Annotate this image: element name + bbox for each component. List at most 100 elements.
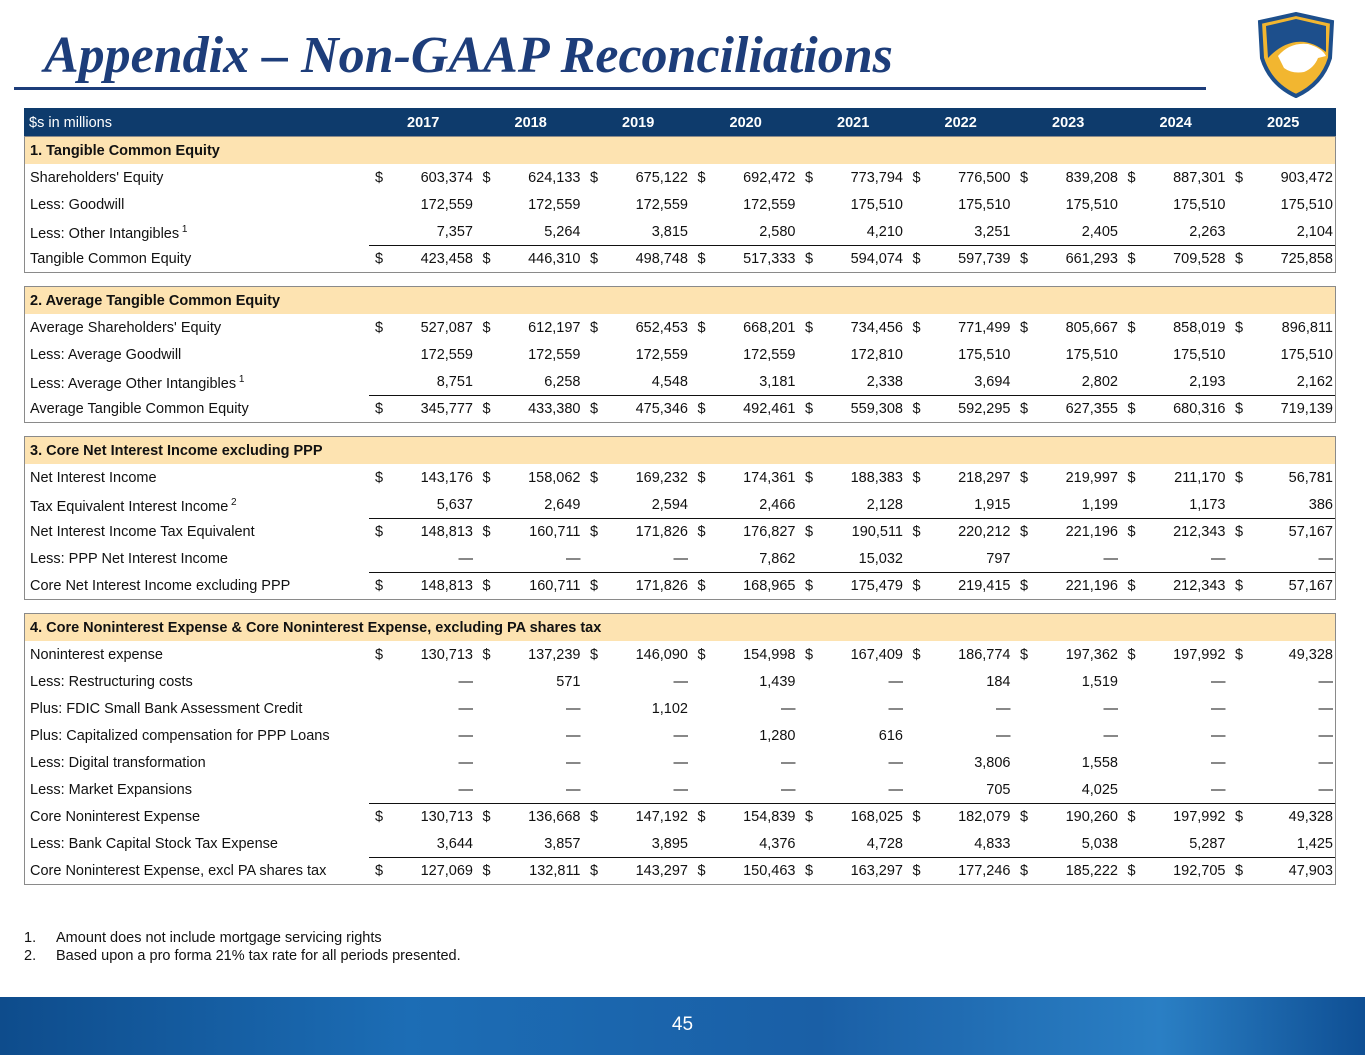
section-title-text: 4. Core Noninterest Expense & Core Nonin… (30, 620, 602, 636)
section: 2. Average Tangible Common Equity Average… (24, 286, 1336, 423)
currency-symbol: $ (590, 320, 599, 336)
currency-symbol: $ (1127, 470, 1136, 486)
cell-value: 1,173 (1189, 497, 1226, 513)
cell-value: 175,510 (1173, 347, 1226, 363)
cell-value: 3,644 (436, 836, 473, 852)
cell-value: 160,711 (529, 578, 581, 594)
table-row: Average Tangible Common Equity $345,777 $4… (25, 395, 1335, 422)
currency-symbol: $ (1020, 809, 1029, 825)
cell-value: 220,212 (958, 524, 1011, 540)
row-label: Noninterest expense (30, 647, 163, 663)
currency-symbol: $ (482, 470, 491, 486)
currency-symbol: $ (1127, 809, 1136, 825)
cell-value: — (1103, 551, 1119, 567)
currency-symbol: $ (697, 251, 706, 267)
cell-value: 192,705 (1173, 863, 1226, 879)
footer-band: 45 (0, 997, 1365, 1055)
currency-symbol: $ (1020, 647, 1029, 663)
currency-symbol: $ (697, 809, 706, 825)
currency-symbol: $ (1020, 401, 1029, 417)
cell-value: 2,162 (1296, 374, 1333, 390)
table-row: Plus: Capitalized compensation for PPP L… (25, 722, 1335, 749)
cell-value: — (566, 728, 581, 744)
currency-symbol: $ (590, 524, 599, 540)
cell-value: 175,510 (1173, 197, 1226, 213)
currency-symbol: $ (482, 863, 491, 879)
cell-value: 612,197 (528, 320, 581, 336)
section-title-text: 1. Tangible Common Equity (30, 143, 220, 159)
year-header: 2018 (514, 115, 547, 131)
currency-symbol: $ (805, 320, 814, 336)
cell-value: 7,862 (759, 551, 796, 567)
cell-value: 154,839 (743, 809, 796, 825)
cell-value: 517,333 (743, 251, 796, 267)
cell-value: 172,810 (850, 347, 903, 363)
cell-value: 127,069 (420, 863, 473, 879)
cell-value: 148,813 (420, 524, 473, 540)
currency-symbol: $ (1127, 251, 1136, 267)
cell-value: 1,439 (759, 674, 796, 690)
cell-value: 15,032 (858, 551, 903, 567)
currency-symbol: $ (697, 170, 706, 186)
cell-value: 3,694 (974, 374, 1011, 390)
currency-symbol: $ (482, 647, 491, 663)
currency-symbol: $ (1020, 251, 1029, 267)
cell-value: 771,499 (958, 320, 1011, 336)
cell-value: 2,338 (866, 374, 903, 390)
cell-value: 4,210 (866, 224, 903, 240)
section-title: 2. Average Tangible Common Equity (25, 287, 1335, 314)
cell-value: 172,559 (528, 347, 581, 363)
currency-symbol: $ (482, 320, 491, 336)
unit-label: $s in millions (29, 115, 112, 131)
currency-symbol: $ (482, 251, 491, 267)
cell-value: — (1103, 728, 1119, 744)
cell-value: 6,258 (544, 374, 581, 390)
currency-symbol: $ (912, 320, 921, 336)
currency-symbol: $ (805, 170, 814, 186)
cell-value: — (566, 701, 581, 717)
cell-value: 218,297 (958, 470, 1011, 486)
row-label: Less: Digital transformation (30, 755, 206, 771)
cell-value: 5,264 (544, 224, 581, 240)
footnote-ref: 1 (236, 374, 245, 385)
cell-value: 3,815 (651, 224, 688, 240)
currency-symbol: $ (1235, 320, 1244, 336)
cell-value: 221,196 (1065, 578, 1118, 594)
table-row: Less: Bank Capital Stock Tax Expense 3,64… (25, 830, 1335, 857)
cell-value: 172,559 (420, 347, 473, 363)
cell-value: 661,293 (1065, 251, 1118, 267)
cell-value: 188,383 (850, 470, 903, 486)
cell-value: 174,361 (743, 470, 796, 486)
currency-symbol: $ (1235, 401, 1244, 417)
cell-value: 5,287 (1189, 836, 1226, 852)
cell-value: 171,826 (635, 524, 688, 540)
cell-value: 725,858 (1280, 251, 1333, 267)
currency-symbol: $ (805, 251, 814, 267)
cell-value: 797 (986, 551, 1011, 567)
currency-symbol: $ (375, 470, 384, 486)
cell-value: 172,559 (420, 197, 473, 213)
cell-value: 171,826 (635, 578, 688, 594)
cell-value: — (996, 701, 1011, 717)
row-label: Plus: FDIC Small Bank Assessment Credit (30, 701, 303, 717)
currency-symbol: $ (697, 401, 706, 417)
cell-value: 197,992 (1173, 809, 1226, 825)
cell-value: 5,637 (436, 497, 473, 513)
cell-value: 185,222 (1065, 863, 1118, 879)
currency-symbol: $ (1235, 863, 1244, 879)
cell-value: 172,559 (743, 197, 796, 213)
cell-value: 594,074 (850, 251, 903, 267)
cell-value: — (1211, 782, 1226, 798)
currency-symbol: $ (590, 647, 599, 663)
cell-value: — (1318, 674, 1334, 690)
currency-symbol: $ (375, 578, 384, 594)
cell-value: 212,343 (1173, 524, 1226, 540)
cell-value: 776,500 (958, 170, 1011, 186)
table-row: Less: Average Goodwill 172,559 172,559 172,… (25, 341, 1335, 368)
cell-value: 903,472 (1280, 170, 1333, 186)
table-row: Less: PPP Net Interest Income — — — 7,862 15,… (25, 545, 1335, 572)
currency-symbol: $ (590, 251, 599, 267)
total-rule (369, 572, 1335, 573)
currency-symbol: $ (1235, 647, 1244, 663)
currency-symbol: $ (805, 863, 814, 879)
